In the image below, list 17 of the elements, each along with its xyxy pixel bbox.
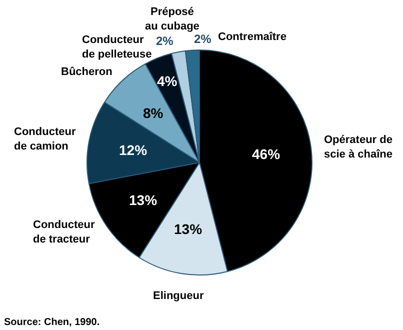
data-label: 13% xyxy=(174,221,203,237)
slice-label: Bûcheron xyxy=(61,66,113,78)
data-label: 2% xyxy=(194,32,212,46)
source-note: Source: Chen, 1990. xyxy=(4,317,100,328)
slice-label: Contremaître xyxy=(218,31,286,43)
slice-label: Opérateur de scie à chaîne xyxy=(324,134,392,160)
data-label: 4% xyxy=(157,73,178,89)
data-label: 2% xyxy=(156,34,174,48)
data-label: 13% xyxy=(129,192,158,208)
slice-label: Elingueur xyxy=(153,290,204,302)
slice-label: Conducteur de camion xyxy=(14,126,76,152)
slice-label: Conducteur de tracteur xyxy=(33,219,96,246)
data-label: 12% xyxy=(119,142,148,158)
slice-label: Préposé au cubage xyxy=(145,6,200,32)
data-label: 46% xyxy=(252,146,281,162)
data-label: 8% xyxy=(143,105,164,121)
slice-label: Conducteur de pelleteuse xyxy=(82,34,152,60)
